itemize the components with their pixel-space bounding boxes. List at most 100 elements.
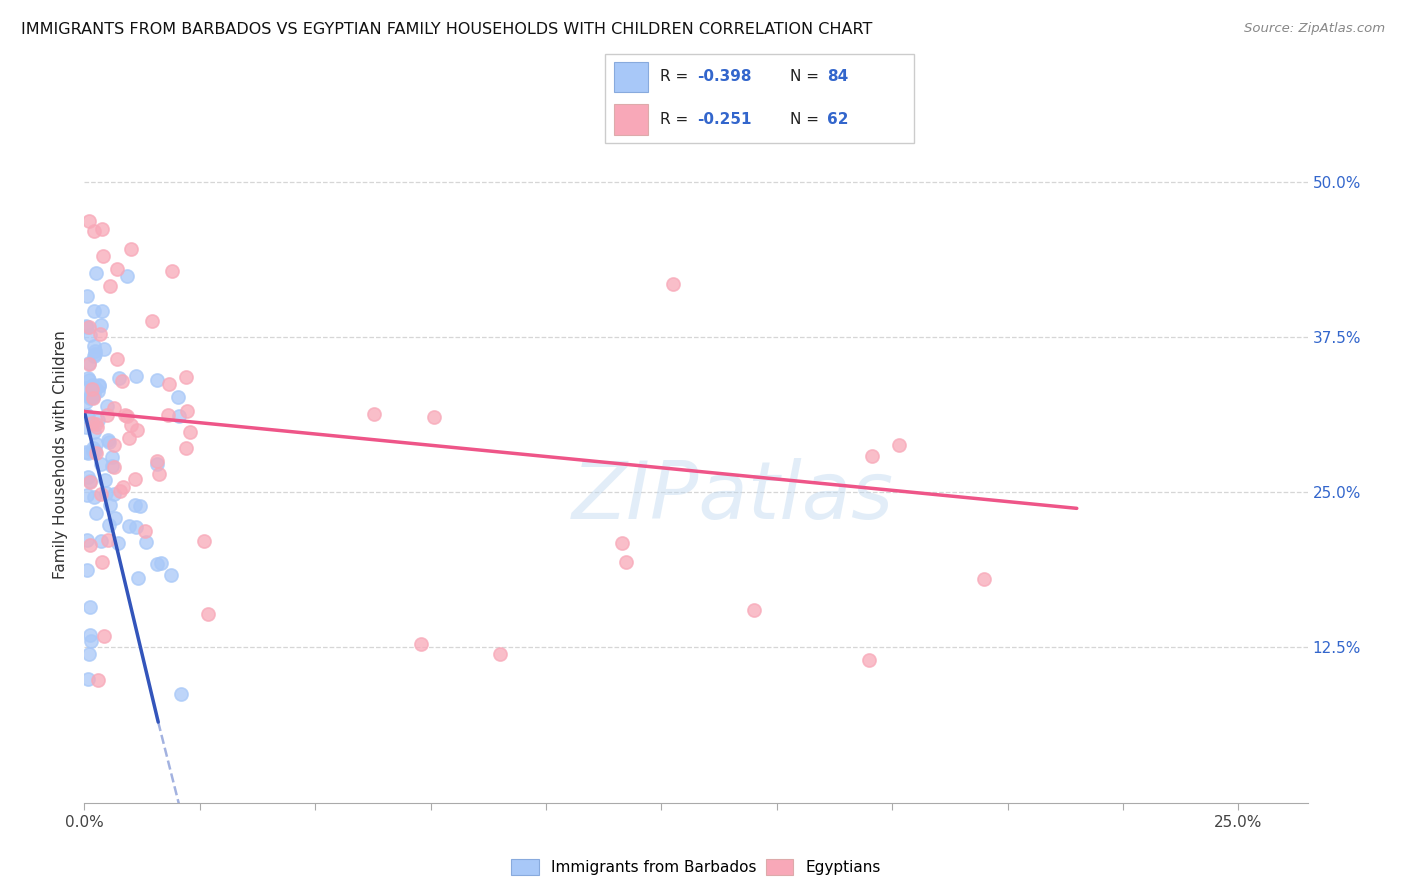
Point <box>146 558 169 572</box>
Point <box>105 261 128 276</box>
Point <box>661 277 683 291</box>
Point <box>83 344 105 359</box>
Point <box>409 637 432 651</box>
Point <box>96 399 118 413</box>
Point <box>75 318 97 333</box>
Point <box>89 378 111 392</box>
Text: -0.398: -0.398 <box>697 70 752 84</box>
Point <box>77 672 100 686</box>
Point <box>612 536 634 550</box>
Point <box>76 563 98 577</box>
Point <box>135 535 157 549</box>
Point <box>97 533 120 547</box>
Point <box>129 500 152 514</box>
Point <box>76 533 98 548</box>
Point <box>167 409 190 423</box>
Point <box>77 371 100 385</box>
Point <box>488 647 510 661</box>
Point <box>89 378 111 392</box>
Point <box>93 629 115 643</box>
Text: Source: ZipAtlas.com: Source: ZipAtlas.com <box>1244 22 1385 36</box>
Point <box>79 599 101 614</box>
Point <box>79 392 101 406</box>
Point <box>134 524 156 538</box>
Point <box>91 304 114 318</box>
Text: N =: N = <box>790 70 824 84</box>
Point <box>117 409 139 423</box>
Point <box>145 453 167 467</box>
Point <box>973 572 995 586</box>
Point <box>118 431 141 445</box>
Point <box>176 404 198 418</box>
Point <box>101 450 124 464</box>
Point <box>117 268 139 283</box>
Text: -0.251: -0.251 <box>697 112 752 127</box>
Text: 84: 84 <box>827 70 849 84</box>
Point <box>91 555 114 569</box>
Point <box>80 416 103 430</box>
Point <box>80 379 103 393</box>
Point <box>80 380 103 394</box>
Point <box>83 304 105 318</box>
Point <box>82 444 104 458</box>
Point <box>127 571 149 585</box>
Point <box>107 536 129 550</box>
Point <box>83 490 105 504</box>
Point <box>170 687 193 701</box>
Point <box>90 318 112 332</box>
Point <box>179 425 201 439</box>
Point <box>742 603 765 617</box>
Point <box>146 457 169 471</box>
Point <box>96 486 118 500</box>
Point <box>80 634 103 648</box>
Point <box>82 441 104 455</box>
Point <box>82 382 104 396</box>
Point <box>84 444 107 458</box>
Point <box>77 213 100 227</box>
Point <box>84 436 107 450</box>
Point <box>100 498 122 512</box>
Point <box>110 374 132 388</box>
Point <box>79 475 101 490</box>
Point <box>77 320 100 334</box>
Text: 62: 62 <box>827 112 849 127</box>
Point <box>103 486 125 500</box>
Point <box>157 376 180 391</box>
Point <box>91 249 114 263</box>
Point <box>82 390 104 404</box>
Point <box>86 413 108 427</box>
Point <box>159 568 181 582</box>
Point <box>75 445 97 459</box>
Point <box>423 409 446 424</box>
Point <box>76 288 98 302</box>
Point <box>860 449 883 463</box>
Point <box>149 556 172 570</box>
Point <box>75 419 97 434</box>
Point <box>108 370 131 384</box>
Point <box>103 510 125 524</box>
Point <box>887 438 910 452</box>
Point <box>125 368 148 383</box>
Point <box>97 434 120 449</box>
FancyBboxPatch shape <box>605 54 914 143</box>
Point <box>108 484 131 499</box>
Point <box>107 351 129 366</box>
Point <box>176 370 198 384</box>
Point <box>90 487 112 501</box>
Point <box>77 357 100 371</box>
Point <box>120 417 142 432</box>
Point <box>83 224 105 238</box>
Point <box>97 433 120 447</box>
Y-axis label: Family Households with Children: Family Households with Children <box>53 331 69 579</box>
Point <box>77 373 100 387</box>
Point <box>90 222 112 236</box>
Point <box>124 472 146 486</box>
Point <box>80 387 103 401</box>
Point <box>96 409 118 423</box>
Point <box>103 438 125 452</box>
Point <box>86 384 108 398</box>
Point <box>83 339 105 353</box>
Point <box>858 653 880 667</box>
Point <box>77 469 100 483</box>
Point <box>363 407 385 421</box>
